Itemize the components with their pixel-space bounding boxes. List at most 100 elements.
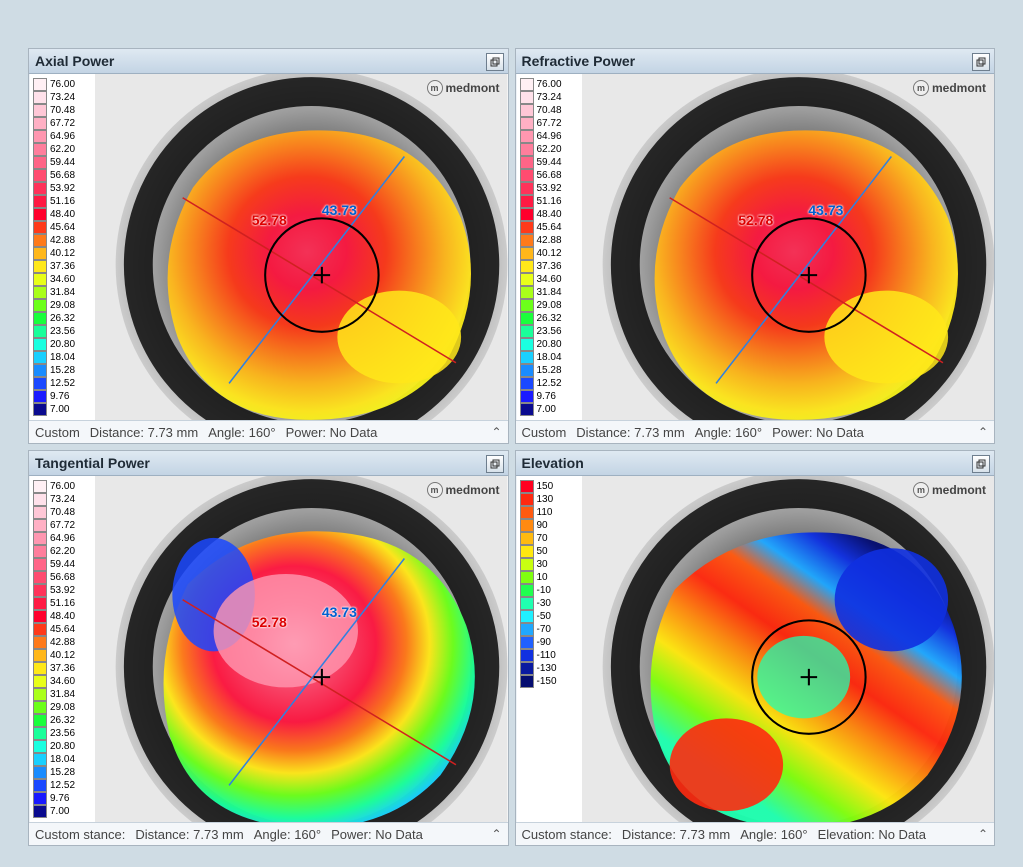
footer-mode: Custom stance: [522,827,612,842]
legend-value: -70 [537,625,551,635]
panel-header: Axial Power [29,49,508,74]
legend-value: 31.84 [537,288,562,298]
legend-swatch [33,156,47,169]
legend-swatch [33,117,47,130]
panel-footer: Custom stance:Distance: 7.73 mmAngle: 16… [516,822,995,845]
legend-row: 42.88 [520,234,580,247]
legend-value: 76.00 [50,80,75,90]
legend-row: 67.72 [33,117,93,130]
footer-metric: Power: No Data [286,425,378,440]
legend-swatch [33,221,47,234]
legend-swatch [520,597,534,610]
panel-title: Elevation [522,455,584,471]
topography-map[interactable]: mmedmont [582,476,995,822]
legend-value: 15.28 [50,366,75,376]
legend-value: 59.44 [537,158,562,168]
legend-value: 23.56 [50,327,75,337]
legend-swatch [520,273,534,286]
expand-caret-icon[interactable]: ⌃ [491,425,501,439]
legend-row: 150 [520,480,580,493]
legend-row: -150 [520,675,580,688]
axis-value-steep: 52.78 [252,614,287,630]
topography-map[interactable]: 52.7843.73mmedmont [95,74,508,420]
legend-value: 42.88 [537,236,562,246]
watermark-text: medmont [932,81,986,95]
legend-swatch [33,792,47,805]
legend-value: 34.60 [537,275,562,285]
legend-row: 56.68 [33,169,93,182]
topography-map[interactable]: 52.7843.73mmedmont [582,74,995,420]
legend-value: 45.64 [537,223,562,233]
legend-row: 62.20 [33,545,93,558]
legend-value: 31.84 [50,690,75,700]
axis-value-flat: 43.73 [322,202,357,218]
restore-window-icon[interactable] [972,53,990,71]
legend-swatch [520,403,534,416]
panel-footer: CustomDistance: 7.73 mmAngle: 160°Power:… [29,420,508,443]
legend-value: 15.28 [537,366,562,376]
legend-value: 20.80 [537,340,562,350]
legend-swatch [33,338,47,351]
expand-caret-icon[interactable]: ⌃ [978,425,988,439]
expand-caret-icon[interactable]: ⌃ [978,827,988,841]
legend-row: 59.44 [33,558,93,571]
legend-swatch [33,234,47,247]
legend-swatch [33,740,47,753]
legend-value: 40.12 [537,249,562,259]
legend-row: 18.04 [520,351,580,364]
legend-value: 31.84 [50,288,75,298]
legend-value: 76.00 [50,482,75,492]
legend-swatch [520,234,534,247]
legend-swatch [33,208,47,221]
legend-value: 45.64 [50,223,75,233]
legend-value: 12.52 [50,379,75,389]
legend-value: -90 [537,638,551,648]
legend-swatch [33,701,47,714]
legend-swatch [520,91,534,104]
expand-caret-icon[interactable]: ⌃ [491,827,501,841]
legend-value: 56.68 [537,171,562,181]
legend-swatch [520,649,534,662]
legend-swatch [33,260,47,273]
legend-value: 40.12 [50,651,75,661]
footer-angle: Angle: 160° [740,827,807,842]
legend-row: 53.92 [33,584,93,597]
legend-swatch [33,623,47,636]
legend-value: 51.16 [537,197,562,207]
panel-title: Axial Power [35,53,114,69]
restore-window-icon[interactable] [972,455,990,473]
legend-value: 48.40 [537,210,562,220]
legend-swatch [520,312,534,325]
panel-footer: CustomDistance: 7.73 mmAngle: 160°Power:… [516,420,995,443]
legend-row: 12.52 [33,377,93,390]
legend-swatch [33,545,47,558]
legend-row: -130 [520,662,580,675]
legend-swatch [33,532,47,545]
legend-row: 20.80 [33,740,93,753]
panel-header: Tangential Power [29,451,508,476]
topography-map[interactable]: 52.7843.73mmedmont [95,476,508,822]
legend-row: 56.68 [520,169,580,182]
legend-value: 12.52 [50,781,75,791]
legend-value: 37.36 [537,262,562,272]
restore-window-icon[interactable] [486,455,504,473]
legend-swatch [33,688,47,701]
legend-swatch [33,727,47,740]
legend-swatch [520,325,534,338]
legend-value: 34.60 [50,677,75,687]
watermark-text: medmont [932,483,986,497]
legend-value: 7.00 [537,405,556,415]
legend-value: 29.08 [537,301,562,311]
legend-swatch [33,779,47,792]
legend-value: 76.00 [537,80,562,90]
restore-window-icon[interactable] [486,53,504,71]
footer-distance: Distance: 7.73 mm [135,827,243,842]
legend-row: 9.76 [520,390,580,403]
legend-swatch [520,156,534,169]
legend-row: 67.72 [520,117,580,130]
legend-value: 90 [537,521,548,531]
legend-row: 67.72 [33,519,93,532]
watermark: mmedmont [913,80,986,96]
legend-swatch [520,338,534,351]
legend-swatch [520,351,534,364]
